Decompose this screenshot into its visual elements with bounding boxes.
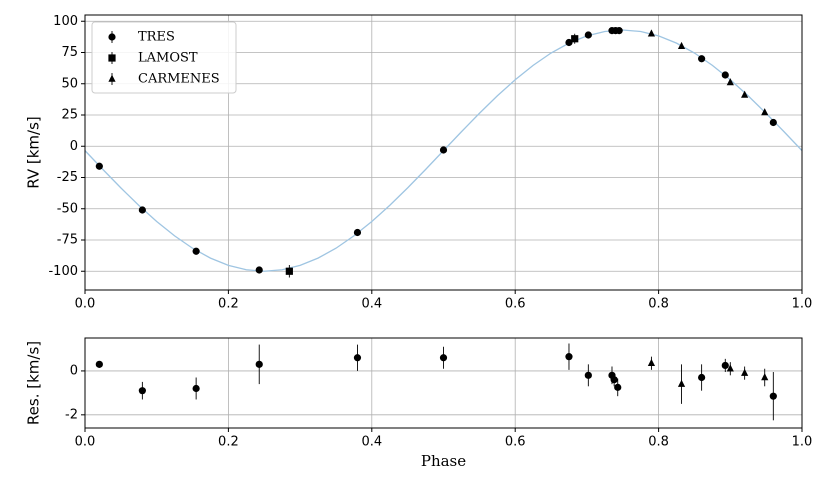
- y-tick-label: 0: [70, 363, 78, 378]
- marker: [255, 266, 263, 274]
- marker: [138, 387, 146, 395]
- marker: [439, 354, 448, 362]
- marker: [584, 371, 592, 379]
- x-tick-label: 0.4: [361, 435, 382, 450]
- x-tick-label: 0.4: [361, 297, 382, 312]
- x-tick-label: 0.8: [648, 435, 669, 450]
- marker: [721, 361, 729, 370]
- marker: [255, 360, 263, 368]
- marker: [584, 31, 592, 39]
- marker: [698, 55, 706, 63]
- legend-marker: [108, 74, 116, 82]
- marker: [677, 379, 686, 387]
- marker: [192, 384, 200, 393]
- marker: [615, 27, 623, 35]
- x-tick-label: 0.0: [75, 435, 96, 450]
- marker: [353, 354, 362, 362]
- marker: [95, 162, 103, 170]
- marker: [721, 71, 729, 79]
- marker: [614, 383, 622, 391]
- x-tick-label: 0.0: [75, 297, 96, 312]
- y-tick-label: -50: [57, 201, 78, 216]
- y-tick-label: 100: [53, 14, 78, 29]
- plot-frame: [84, 337, 803, 429]
- marker: [726, 78, 734, 86]
- y-tick-label: 50: [61, 76, 78, 91]
- marker: [565, 38, 573, 47]
- marker: [647, 358, 656, 367]
- x-tick-label: 0.2: [218, 435, 239, 450]
- marker: [138, 206, 146, 214]
- x-tick-label: 0.6: [505, 297, 526, 312]
- y-tick-label: 25: [61, 108, 78, 123]
- marker: [565, 353, 573, 361]
- marker: [439, 146, 448, 154]
- x-tick-label: 0.6: [505, 435, 526, 450]
- marker: [285, 267, 293, 275]
- marker: [610, 376, 618, 384]
- y-axis-label: Res. [km/s]: [25, 341, 43, 425]
- legend-label: LAMOST: [138, 51, 198, 66]
- legend-label: CARMENES: [138, 72, 220, 87]
- y-tick-label: 0: [70, 139, 78, 154]
- x-tick-label: 1.0: [792, 297, 813, 312]
- marker: [769, 118, 777, 127]
- marker: [741, 90, 749, 98]
- marker: [726, 364, 734, 372]
- x-tick-label: 0.8: [648, 297, 669, 312]
- legend-marker: [108, 54, 116, 62]
- marker: [353, 228, 362, 237]
- x-tick-label: 1.0: [792, 435, 813, 450]
- y-tick-label: -25: [57, 170, 78, 185]
- y-tick-label: 75: [61, 45, 78, 60]
- marker: [769, 392, 777, 400]
- y-tick-label: -75: [57, 233, 78, 248]
- legend-box: [91, 21, 237, 94]
- marker: [95, 360, 103, 368]
- y-axis-label: RV [km/s]: [25, 116, 43, 189]
- plot-frame: [84, 14, 803, 291]
- marker: [571, 35, 579, 43]
- y-tick-label: -100: [48, 264, 78, 279]
- y-tick-label: -2: [65, 407, 78, 422]
- marker: [761, 373, 769, 381]
- marker: [192, 247, 200, 255]
- x-axis-label: Phase: [421, 452, 466, 470]
- marker: [677, 41, 686, 50]
- x-tick-label: 0.2: [218, 297, 239, 312]
- marker: [647, 29, 656, 37]
- marker: [761, 108, 769, 116]
- marker: [698, 373, 706, 382]
- legend-marker: [108, 33, 116, 41]
- legend-label: TRES: [138, 30, 175, 45]
- marker: [741, 368, 749, 376]
